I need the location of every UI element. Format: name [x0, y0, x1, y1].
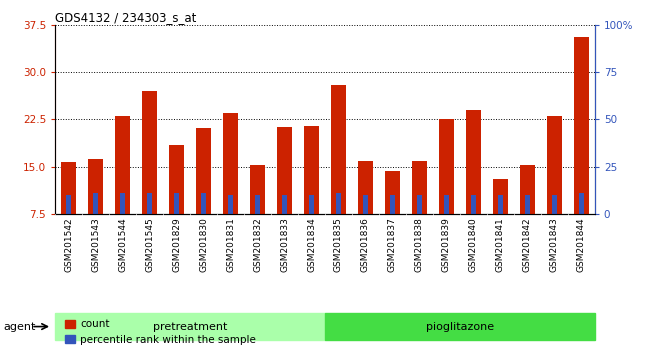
Bar: [201, 193, 206, 214]
Bar: [174, 193, 179, 214]
Text: GSM201544: GSM201544: [118, 217, 127, 272]
Text: GSM201833: GSM201833: [280, 217, 289, 272]
Bar: [520, 165, 535, 214]
Text: GSM201831: GSM201831: [226, 217, 235, 272]
Bar: [574, 38, 589, 214]
Text: GSM201843: GSM201843: [550, 217, 559, 272]
Bar: [466, 110, 481, 214]
Bar: [282, 195, 287, 214]
Bar: [325, 313, 595, 340]
Bar: [196, 128, 211, 214]
Text: GSM201835: GSM201835: [334, 217, 343, 272]
Bar: [390, 195, 395, 214]
Text: GSM201834: GSM201834: [307, 217, 316, 272]
Bar: [250, 165, 265, 214]
Bar: [309, 195, 314, 214]
Text: GSM201841: GSM201841: [496, 217, 505, 272]
Bar: [336, 193, 341, 214]
Text: GSM201840: GSM201840: [469, 217, 478, 272]
Bar: [363, 195, 368, 214]
Text: GSM201844: GSM201844: [577, 217, 586, 272]
Text: GSM201830: GSM201830: [199, 217, 208, 272]
Text: pretreatment: pretreatment: [153, 321, 228, 332]
Bar: [61, 162, 76, 214]
Bar: [547, 116, 562, 214]
Text: GSM201836: GSM201836: [361, 217, 370, 272]
Text: GSM201838: GSM201838: [415, 217, 424, 272]
Text: GSM201543: GSM201543: [91, 217, 100, 272]
Bar: [88, 159, 103, 214]
Bar: [223, 113, 238, 214]
Text: GSM201542: GSM201542: [64, 217, 73, 272]
Text: GSM201545: GSM201545: [145, 217, 154, 272]
Bar: [439, 119, 454, 214]
Text: GDS4132 / 234303_s_at: GDS4132 / 234303_s_at: [55, 11, 196, 24]
Bar: [228, 195, 233, 214]
Bar: [525, 195, 530, 214]
Bar: [552, 195, 557, 214]
Text: agent: agent: [3, 321, 36, 332]
Bar: [55, 313, 325, 340]
Bar: [115, 116, 130, 214]
Legend: count, percentile rank within the sample: count, percentile rank within the sample: [60, 315, 260, 349]
Bar: [304, 126, 319, 214]
Bar: [120, 193, 125, 214]
Bar: [142, 91, 157, 214]
Bar: [169, 145, 184, 214]
Bar: [93, 193, 98, 214]
Bar: [417, 195, 422, 214]
Bar: [578, 193, 584, 214]
Text: GSM201837: GSM201837: [388, 217, 397, 272]
Bar: [331, 85, 346, 214]
Bar: [66, 195, 72, 214]
Text: GSM201842: GSM201842: [523, 217, 532, 272]
Bar: [493, 179, 508, 214]
Bar: [385, 171, 400, 214]
Text: pioglitazone: pioglitazone: [426, 321, 494, 332]
Text: GSM201839: GSM201839: [442, 217, 451, 272]
Bar: [498, 195, 503, 214]
Bar: [358, 160, 373, 214]
Bar: [444, 195, 449, 214]
Text: GSM201832: GSM201832: [253, 217, 262, 272]
Text: GSM201829: GSM201829: [172, 217, 181, 272]
Bar: [412, 160, 427, 214]
Bar: [277, 127, 292, 214]
Bar: [147, 193, 152, 214]
Bar: [255, 195, 260, 214]
Bar: [471, 195, 476, 214]
